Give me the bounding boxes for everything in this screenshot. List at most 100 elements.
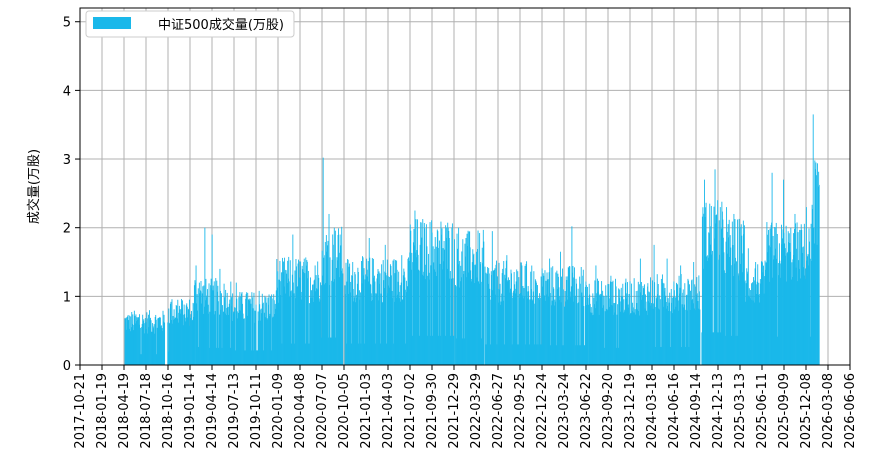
volume-bar bbox=[335, 267, 337, 365]
volume-bar bbox=[128, 328, 130, 365]
volume-bar bbox=[660, 278, 662, 365]
volume-bar bbox=[129, 331, 131, 365]
volume-bar bbox=[668, 310, 670, 365]
volume-bar bbox=[682, 292, 684, 365]
volume-bar bbox=[356, 283, 358, 365]
volume-bar bbox=[810, 223, 812, 365]
volume-bar bbox=[221, 293, 222, 365]
x-tick-label: 2023-06-22 bbox=[579, 373, 594, 449]
volume-bar bbox=[594, 280, 596, 365]
volume-bar bbox=[285, 293, 287, 365]
volume-bar bbox=[450, 335, 452, 365]
volume-bar bbox=[252, 350, 254, 365]
volume-bar bbox=[498, 262, 500, 365]
volume-bar bbox=[243, 350, 245, 365]
volume-bar bbox=[383, 288, 385, 365]
volume-bar bbox=[332, 244, 334, 365]
volume-bar bbox=[210, 278, 212, 365]
volume-bar bbox=[596, 293, 598, 365]
volume-bar bbox=[713, 332, 714, 365]
volume-bar bbox=[303, 262, 305, 365]
volume-bar bbox=[686, 294, 688, 365]
volume-bar bbox=[476, 251, 477, 365]
volume-bar bbox=[509, 279, 510, 365]
volume-bar bbox=[757, 264, 759, 365]
volume-bar bbox=[779, 263, 781, 365]
bar-series bbox=[124, 114, 820, 366]
volume-bar bbox=[154, 333, 156, 365]
volume-bar bbox=[329, 257, 331, 365]
volume-bar bbox=[681, 304, 683, 365]
volume-bar bbox=[185, 305, 187, 365]
volume-bar bbox=[249, 298, 251, 365]
volume-bar bbox=[698, 291, 700, 365]
volume-bar bbox=[628, 307, 629, 365]
volume-bar bbox=[680, 265, 682, 365]
volume-bar bbox=[217, 301, 219, 365]
volume-bar bbox=[585, 281, 587, 365]
x-tick-label: 2025-12-08 bbox=[799, 373, 814, 449]
volume-bar bbox=[181, 298, 182, 365]
volume-bar bbox=[608, 284, 610, 365]
volume-bar bbox=[276, 259, 278, 365]
volume-bar bbox=[787, 231, 789, 365]
volume-bar bbox=[463, 270, 465, 365]
volume-bar bbox=[339, 277, 341, 365]
volume-bar bbox=[231, 320, 233, 365]
volume-bar bbox=[141, 327, 143, 365]
volume-bar bbox=[365, 274, 367, 365]
x-tick-label: 2020-01-09 bbox=[271, 373, 286, 449]
volume-bar bbox=[352, 289, 354, 365]
volume-bar bbox=[446, 268, 448, 365]
volume-bar bbox=[523, 298, 524, 365]
volume-bar bbox=[448, 231, 450, 365]
volume-bar bbox=[724, 272, 726, 365]
volume-bar bbox=[172, 323, 173, 365]
volume-bar bbox=[637, 281, 639, 365]
volume-bar bbox=[600, 295, 602, 365]
volume-bar bbox=[350, 343, 352, 365]
volume-bar bbox=[595, 301, 597, 365]
volume-bar bbox=[372, 299, 374, 365]
volume-bar bbox=[629, 314, 630, 365]
volume-bar bbox=[506, 255, 508, 365]
volume-bar bbox=[676, 283, 678, 365]
volume-bar bbox=[226, 308, 228, 365]
volume-bar bbox=[797, 232, 799, 365]
volume-bar bbox=[719, 254, 721, 365]
volume-bar bbox=[453, 335, 454, 365]
volume-bar bbox=[247, 292, 249, 365]
volume-bar bbox=[217, 285, 219, 365]
volume-bar bbox=[739, 280, 741, 365]
volume-bar bbox=[413, 245, 415, 365]
volume-bar bbox=[411, 262, 413, 365]
volume-bar bbox=[370, 301, 372, 365]
volume-bar bbox=[417, 219, 419, 365]
volume-bar bbox=[228, 303, 230, 365]
volume-bar bbox=[249, 299, 251, 365]
volume-bar bbox=[169, 322, 171, 365]
volume-bar bbox=[229, 299, 231, 365]
volume-bar bbox=[547, 279, 549, 365]
volume-bar bbox=[156, 354, 158, 365]
volume-bar bbox=[430, 265, 432, 365]
volume-bar bbox=[695, 310, 697, 365]
volume-bar bbox=[494, 268, 496, 365]
volume-bar bbox=[729, 256, 731, 365]
volume-bar bbox=[807, 254, 809, 365]
volume-bar bbox=[444, 335, 446, 365]
volume-bar bbox=[732, 245, 734, 365]
volume-bar bbox=[297, 286, 298, 365]
volume-bar bbox=[333, 227, 335, 365]
volume-bar bbox=[236, 311, 238, 365]
volume-bar bbox=[681, 346, 683, 365]
volume-bar bbox=[741, 235, 743, 365]
volume-bar bbox=[517, 271, 519, 365]
volume-bar bbox=[530, 289, 532, 365]
volume-bar bbox=[626, 298, 628, 365]
volume-bar bbox=[716, 332, 718, 365]
volume-bar bbox=[293, 343, 295, 365]
x-tick-label: 2021-01-03 bbox=[359, 373, 374, 449]
volume-bar bbox=[543, 275, 545, 365]
volume-bar bbox=[493, 270, 495, 365]
